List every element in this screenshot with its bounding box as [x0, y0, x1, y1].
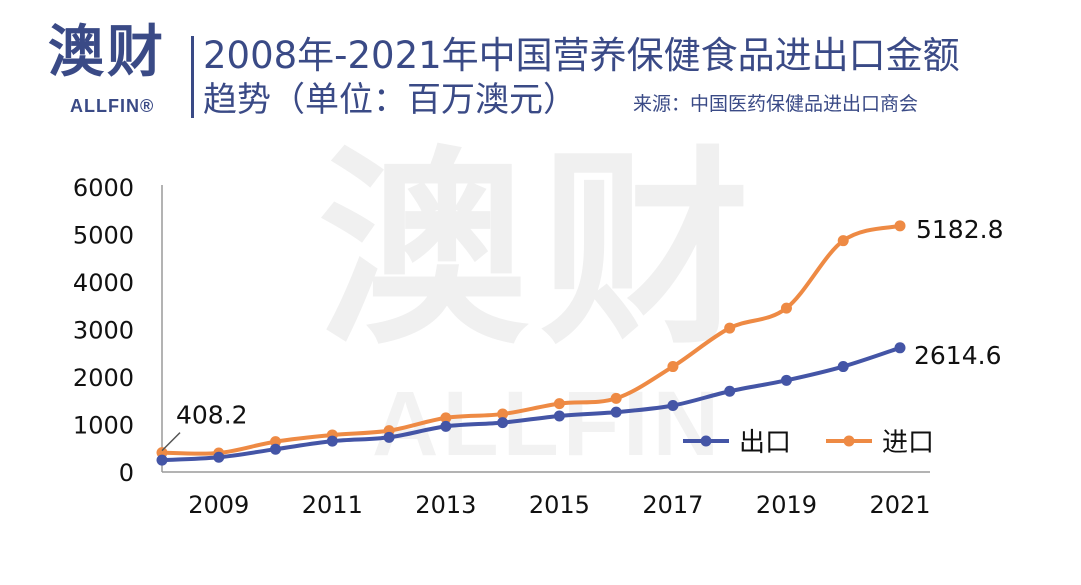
header: 澳财 ALLFIN® 2008年-2021年中国营养保健食品进出口金额 趋势（单…: [0, 0, 1081, 130]
data-point-export: [553, 410, 565, 422]
data-point-export: [837, 361, 849, 373]
data-point-export: [213, 451, 225, 463]
logo-mark: 澳财: [48, 20, 166, 85]
legend-marker-import: [843, 435, 855, 447]
y-tick-label: 4000: [73, 269, 134, 297]
data-point-import: [724, 322, 736, 334]
data-point-export: [780, 374, 792, 386]
legend-marker-export: [700, 435, 712, 447]
data-point-export: [270, 443, 282, 455]
data-point-export: [667, 400, 679, 411]
source-note: 来源：中国医药保健品进出口商会: [633, 93, 919, 115]
data-point-export: [497, 417, 509, 429]
data-point-export: [724, 385, 736, 397]
data-point-import: [610, 392, 622, 404]
x-axis-ticks: 2009 2011 2013 2015 2017 2019 2021: [188, 491, 930, 519]
data-point-export: [383, 431, 395, 443]
data-labels: 408.2 2614.6 5182.8: [161, 215, 1003, 452]
data-point-export: [894, 342, 906, 354]
data-point-export: [440, 420, 452, 432]
label-leader-line: [161, 432, 181, 452]
data-point-import: [553, 398, 565, 410]
data-point-import: [156, 447, 168, 459]
chart-axes: [161, 185, 930, 473]
x-tick-label: 2015: [529, 491, 590, 519]
y-tick-label: 2000: [73, 364, 134, 392]
data-point-import: [780, 302, 792, 314]
allfin-logo: 澳财 ALLFIN®: [48, 22, 188, 132]
legend-label-import: 进口: [882, 428, 934, 458]
data-point-export: [326, 435, 338, 447]
x-tick-label: 2013: [415, 491, 476, 519]
legend-label-export: 出口: [739, 428, 791, 458]
y-tick-label: 6000: [73, 174, 134, 202]
chart-title-line-1: 2008年-2021年中国营养保健食品进出口金额: [203, 34, 960, 77]
x-tick-label: 2011: [302, 491, 363, 519]
x-tick-label: 2021: [869, 491, 930, 519]
data-point-import: [837, 235, 849, 247]
data-point-import: [497, 408, 509, 420]
x-tick-label: 2019: [756, 491, 817, 519]
y-axis-ticks: 6000 5000 4000 3000 2000 1000 0: [73, 174, 134, 487]
data-point-export: [610, 406, 622, 418]
data-point-import: [440, 412, 452, 424]
data-point-import: [894, 220, 906, 232]
data-point-import: [270, 436, 282, 448]
data-label-export-last: 2614.6: [914, 341, 1001, 370]
y-tick-label: 0: [119, 459, 134, 487]
logo-subtitle: ALLFIN®: [70, 96, 155, 116]
chart-legend: 出口 进口: [683, 428, 934, 458]
data-label-import-last: 5182.8: [916, 215, 1003, 244]
x-tick-label: 2017: [642, 491, 703, 519]
y-tick-label: 3000: [73, 317, 134, 345]
data-point-export: [156, 454, 168, 466]
chart-series: [156, 220, 906, 466]
data-label-import-first: 408.2: [176, 401, 248, 430]
chart-title-line-2: 趋势（单位：百万澳元）: [203, 80, 577, 120]
x-tick-label: 2009: [188, 491, 249, 519]
header-divider: [191, 36, 194, 118]
y-tick-label: 5000: [73, 222, 134, 250]
y-tick-label: 1000: [73, 412, 134, 440]
data-point-import: [667, 361, 679, 373]
